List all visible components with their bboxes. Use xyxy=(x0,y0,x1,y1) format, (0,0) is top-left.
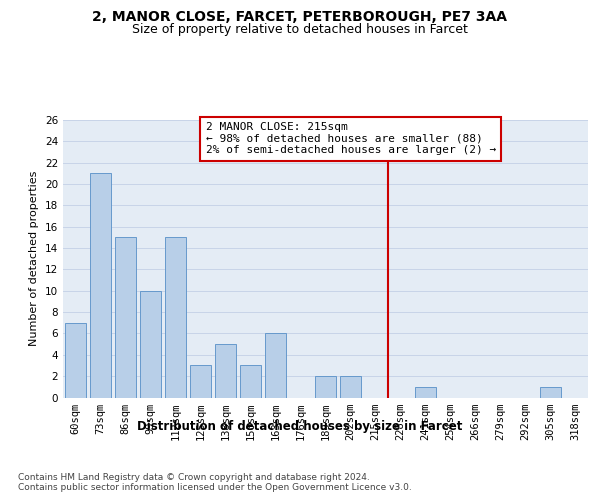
Bar xyxy=(415,387,436,398)
Text: 2 MANOR CLOSE: 215sqm
← 98% of detached houses are smaller (88)
2% of semi-detac: 2 MANOR CLOSE: 215sqm ← 98% of detached … xyxy=(205,122,496,156)
Bar xyxy=(215,344,236,398)
Bar xyxy=(540,387,561,398)
Bar xyxy=(115,238,136,398)
Text: Contains HM Land Registry data © Crown copyright and database right 2024.
Contai: Contains HM Land Registry data © Crown c… xyxy=(18,472,412,492)
Bar xyxy=(140,291,161,398)
Bar xyxy=(340,376,361,398)
Text: 2, MANOR CLOSE, FARCET, PETERBOROUGH, PE7 3AA: 2, MANOR CLOSE, FARCET, PETERBOROUGH, PE… xyxy=(92,10,508,24)
Bar xyxy=(190,366,211,398)
Text: Distribution of detached houses by size in Farcet: Distribution of detached houses by size … xyxy=(137,420,463,433)
Bar xyxy=(265,334,286,398)
Bar xyxy=(90,174,111,398)
Bar xyxy=(165,238,186,398)
Bar xyxy=(240,366,261,398)
Y-axis label: Number of detached properties: Number of detached properties xyxy=(29,171,40,346)
Bar xyxy=(315,376,336,398)
Text: Size of property relative to detached houses in Farcet: Size of property relative to detached ho… xyxy=(132,22,468,36)
Bar xyxy=(65,323,86,398)
